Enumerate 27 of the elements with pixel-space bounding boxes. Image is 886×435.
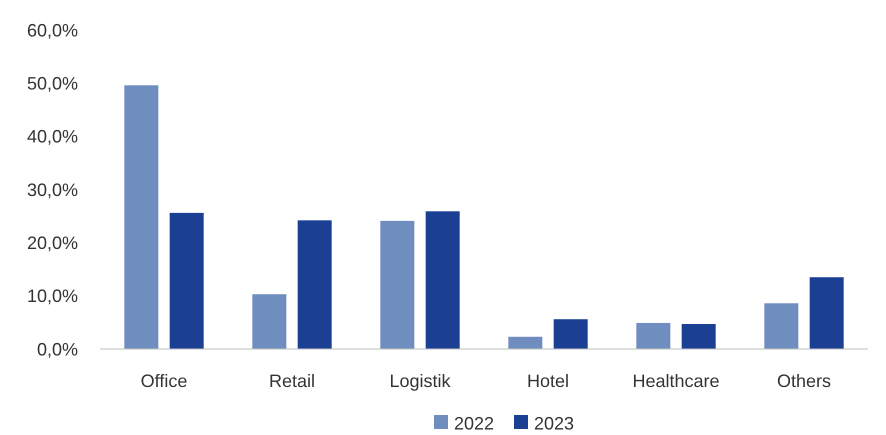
legend-label: 2023 — [534, 413, 574, 434]
legend-label: 2022 — [454, 413, 494, 434]
y-tick-label: 50,0% — [26, 73, 78, 94]
bar — [124, 85, 158, 349]
x-tick-label: Logistik — [389, 371, 452, 391]
bar — [636, 322, 670, 349]
x-tick-label: Hotel — [526, 371, 570, 391]
y-tick-label: 30,0% — [26, 180, 78, 200]
x-tick-label: Others — [776, 371, 832, 391]
x-tick-label: Retail — [268, 371, 316, 391]
y-tick-label: 0,0% — [36, 339, 78, 360]
bar — [380, 220, 414, 349]
y-tick-label: 10,0% — [26, 286, 78, 306]
bar — [682, 324, 716, 349]
bar — [554, 319, 588, 349]
y-tick-label: 40,0% — [26, 126, 78, 147]
x-tick-label: Healthcare — [632, 371, 720, 391]
bar — [764, 303, 798, 349]
bar — [426, 211, 460, 349]
y-tick-label: 60,0% — [26, 20, 78, 40]
x-tick-label: Office — [140, 371, 188, 391]
bar — [170, 212, 204, 349]
bar — [508, 336, 542, 349]
bar — [810, 277, 844, 349]
bar — [298, 220, 332, 349]
y-tick-label: 20,0% — [26, 232, 78, 253]
bar — [252, 294, 286, 349]
